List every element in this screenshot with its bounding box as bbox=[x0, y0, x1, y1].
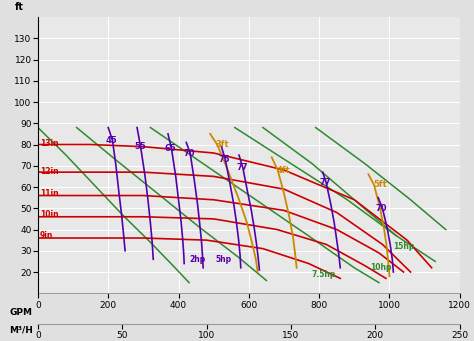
Text: ft: ft bbox=[15, 1, 24, 12]
Text: 13in: 13in bbox=[40, 139, 58, 148]
Text: 45: 45 bbox=[105, 136, 117, 145]
Text: 9in: 9in bbox=[40, 232, 53, 240]
Text: 75: 75 bbox=[219, 155, 230, 164]
Text: 10in: 10in bbox=[40, 210, 58, 219]
Text: 4ft: 4ft bbox=[277, 165, 291, 175]
Text: 11in: 11in bbox=[40, 189, 58, 198]
Text: 10hp: 10hp bbox=[370, 263, 392, 272]
Text: 3ft: 3ft bbox=[216, 140, 229, 149]
Text: 12in: 12in bbox=[40, 167, 58, 176]
Text: 7.5hp: 7.5hp bbox=[311, 270, 336, 279]
Text: 65: 65 bbox=[165, 144, 177, 153]
Text: 70: 70 bbox=[183, 149, 195, 158]
Text: M³/H: M³/H bbox=[9, 326, 33, 335]
Text: 15hp: 15hp bbox=[393, 242, 414, 251]
Text: 77: 77 bbox=[236, 163, 247, 173]
Text: 55: 55 bbox=[134, 142, 146, 151]
Text: 2hp: 2hp bbox=[189, 255, 205, 264]
Text: 5ft: 5ft bbox=[374, 180, 387, 189]
Text: 70: 70 bbox=[376, 204, 387, 213]
Text: 5hp: 5hp bbox=[216, 255, 232, 264]
Text: GPM: GPM bbox=[9, 308, 33, 316]
Text: 77: 77 bbox=[320, 178, 331, 187]
